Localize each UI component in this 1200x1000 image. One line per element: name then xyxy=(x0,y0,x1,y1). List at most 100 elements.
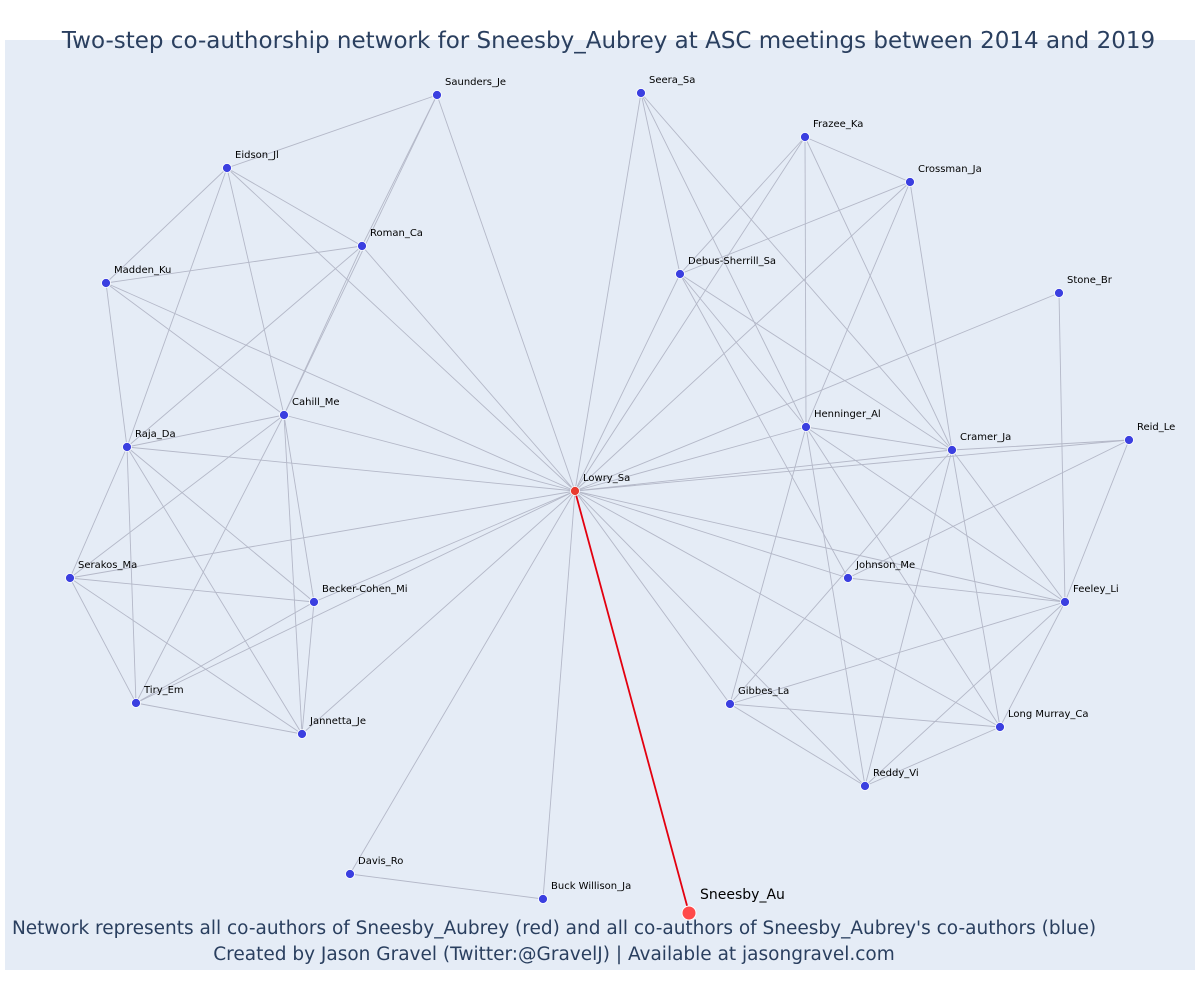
coauthor-edge xyxy=(105,282,128,448)
coauthor-edge xyxy=(574,426,807,492)
coauthor-edge xyxy=(679,273,807,428)
coauthor-edge xyxy=(226,167,363,247)
node-stone-br[interactable] xyxy=(1054,288,1064,298)
node-debus-sherrill-sa[interactable] xyxy=(675,269,685,279)
node-reddy-vi[interactable] xyxy=(860,781,870,791)
node-label-buck-willison-ja: Buck Willison_Ja xyxy=(551,881,631,892)
coauthor-edge xyxy=(574,490,731,705)
node-reid-le[interactable] xyxy=(1124,435,1134,445)
coauthor-edge xyxy=(1058,292,1066,603)
coauthor-edge xyxy=(283,245,363,416)
node-seera-sa[interactable] xyxy=(636,88,646,98)
node-saunders-je[interactable] xyxy=(432,90,442,100)
coauthor-edge xyxy=(1064,439,1130,603)
coauthor-edge xyxy=(135,601,315,704)
node-label-tiry-em: Tiry_Em xyxy=(143,685,184,696)
node-serakos-ma[interactable] xyxy=(65,573,75,583)
coauthor-edge xyxy=(283,414,576,492)
coauthor-edge xyxy=(69,577,315,603)
node-johnson-me[interactable] xyxy=(843,573,853,583)
chart-title: Two-step co-authorship network for Snees… xyxy=(61,28,1156,54)
node-label-henninger-al: Henninger_Al xyxy=(814,409,881,420)
node-label-raja-da: Raja_Da xyxy=(135,429,176,440)
coauthor-edge xyxy=(126,414,285,448)
coauthor-edge xyxy=(436,94,576,492)
node-long-murray-ca[interactable] xyxy=(995,722,1005,732)
coauthor-edge xyxy=(126,245,363,448)
coauthor-edge xyxy=(126,446,576,492)
node-lowry-sa[interactable] xyxy=(570,486,580,496)
node-gibbes-la[interactable] xyxy=(725,699,735,709)
coauthor-edge xyxy=(729,703,1001,728)
node-roman-ca[interactable] xyxy=(357,241,367,251)
coauthor-edge xyxy=(574,439,1130,492)
node-label-reddy-vi: Reddy_Vi xyxy=(873,768,919,779)
coauthor-edge xyxy=(729,426,807,705)
coauthor-edge xyxy=(574,273,681,492)
coauthor-edge xyxy=(679,273,953,451)
node-henninger-al[interactable] xyxy=(801,422,811,432)
coauthor-edge xyxy=(864,726,1001,787)
node-buck-willison-ja[interactable] xyxy=(538,894,548,904)
coauthor-edge xyxy=(574,490,1001,728)
coauthor-edge xyxy=(69,446,128,579)
node-label-sneesby-au: Sneesby_Au xyxy=(700,887,785,903)
node-cahill-me[interactable] xyxy=(279,410,289,420)
coauthor-edge xyxy=(847,577,1066,603)
node-label-jannetta-je: Jannetta_Je xyxy=(309,716,366,727)
coauthor-edge xyxy=(349,873,544,900)
coauthor-edge xyxy=(804,136,807,428)
node-davis-ro[interactable] xyxy=(345,869,355,879)
node-label-gibbes-la: Gibbes_La xyxy=(738,686,789,697)
node-label-davis-ro: Davis_Ro xyxy=(358,856,403,867)
node-raja-da[interactable] xyxy=(122,442,132,452)
coauthor-edge xyxy=(69,577,137,704)
node-tiry-em[interactable] xyxy=(131,698,141,708)
node-label-madden-ku: Madden_Ku xyxy=(114,265,171,276)
coauthor-edge xyxy=(574,490,1066,603)
coauthor-edge xyxy=(805,181,911,428)
coauthor-edge xyxy=(349,490,576,875)
coauthor-edge xyxy=(69,414,285,579)
node-eidson-jl[interactable] xyxy=(222,163,232,173)
coauthor-edge xyxy=(301,490,576,735)
coauthor-edge xyxy=(135,702,303,735)
node-cramer-ja[interactable] xyxy=(947,445,957,455)
node-label-eidson-jl: Eidson_Jl xyxy=(235,150,279,161)
node-label-becker-cohen-mi: Becker-Cohen_Mi xyxy=(322,584,408,595)
node-frazee-ka[interactable] xyxy=(800,132,810,142)
node-label-crossman-ja: Crossman_Ja xyxy=(918,164,982,175)
coauthor-edge xyxy=(361,245,576,492)
coauthor-edge xyxy=(679,181,911,275)
coauthor-edge xyxy=(909,181,953,451)
coauthor-edge xyxy=(574,449,953,492)
coauthor-edge xyxy=(804,136,953,451)
coauthor-edge xyxy=(574,490,866,787)
coauthor-edge xyxy=(69,577,303,735)
coauthor-edge xyxy=(640,92,953,451)
coauthor-edge xyxy=(847,439,1130,579)
coauthor-edge xyxy=(574,292,1060,492)
coauthor-edge xyxy=(805,426,866,787)
coauthor-edge xyxy=(804,136,911,183)
node-feeley-li[interactable] xyxy=(1060,597,1070,607)
node-jannetta-je[interactable] xyxy=(297,729,307,739)
coauthor-edge xyxy=(729,703,866,787)
coauthor-edge xyxy=(105,282,576,492)
coauthor-edge xyxy=(135,414,285,704)
coauthor-edge xyxy=(135,490,576,704)
coauthor-edge xyxy=(679,136,806,275)
coauthor-edge xyxy=(126,446,315,603)
coauthor-edge xyxy=(574,181,911,492)
coauthor-edge xyxy=(105,245,363,284)
coauthor-edge xyxy=(640,92,807,428)
node-label-long-murray-ca: Long Murray_Ca xyxy=(1008,709,1089,720)
node-label-lowry-sa: Lowry_Sa xyxy=(583,473,630,484)
node-becker-cohen-mi[interactable] xyxy=(309,597,319,607)
coauthor-edge xyxy=(805,426,953,451)
node-madden-ku[interactable] xyxy=(101,278,111,288)
coauthor-edge xyxy=(729,449,953,705)
node-crossman-ja[interactable] xyxy=(905,177,915,187)
node-sneesby-au[interactable] xyxy=(681,905,697,921)
caption-line: Network represents all co-authors of Sne… xyxy=(11,918,1097,939)
